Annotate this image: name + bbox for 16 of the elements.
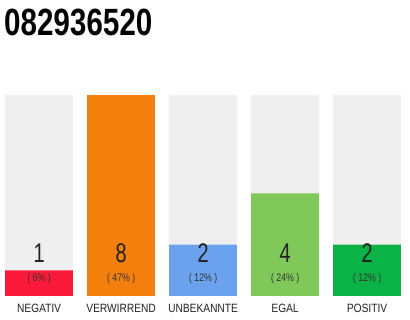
x-tick-label: VERWIRREND	[86, 302, 156, 316]
annotation: 2	[197, 238, 209, 269]
data-label: ( 12% )	[352, 272, 382, 284]
x-tick-label: EGAL	[271, 302, 299, 316]
data-label: ( 6% )	[27, 272, 51, 284]
x-tick-label: NEGATIV	[17, 302, 62, 316]
annotation: 8	[115, 238, 127, 269]
annotation: 2	[361, 238, 373, 269]
chart-title: 082936520	[4, 2, 152, 44]
annotation: 1	[33, 238, 45, 269]
data-label: ( 47% )	[106, 272, 136, 284]
data-label: ( 12% )	[188, 272, 218, 284]
x-tick-label: POSITIV	[346, 302, 388, 316]
x-tick-label: UNBEKANNTE	[168, 302, 238, 316]
annotation: 4	[279, 238, 291, 269]
data-label: ( 24% )	[270, 272, 300, 284]
